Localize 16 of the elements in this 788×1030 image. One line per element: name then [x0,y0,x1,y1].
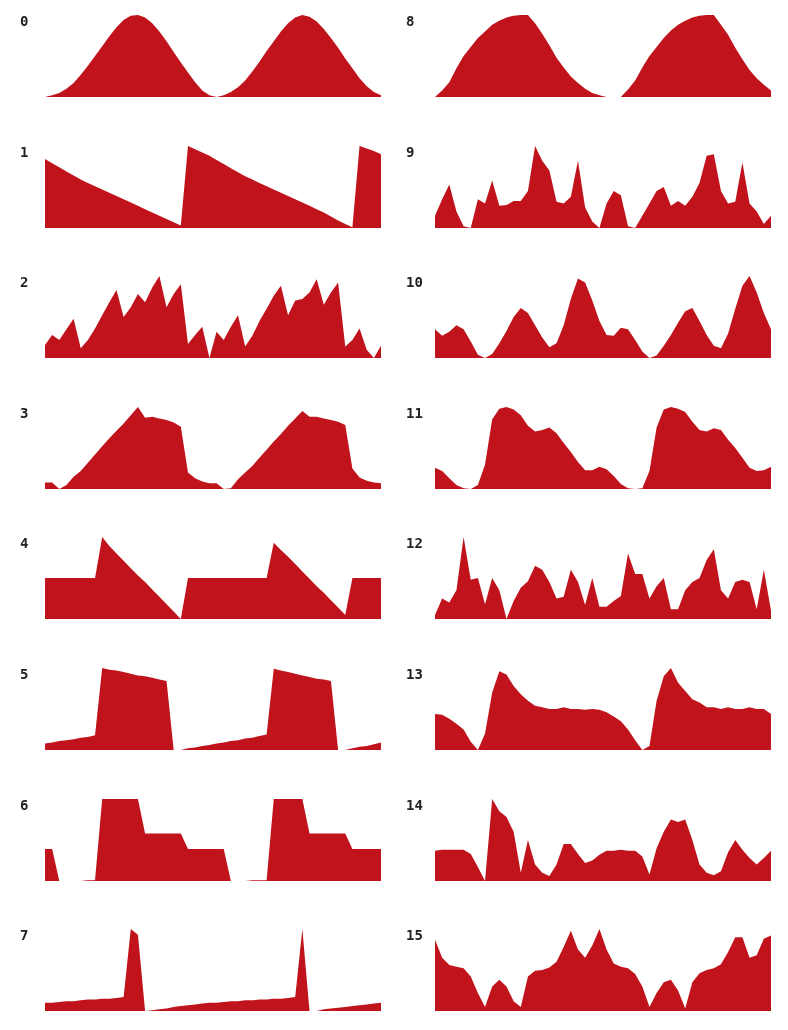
chart-title: 8 [406,13,415,29]
chart-title: 13 [406,666,423,682]
chart-title: 6 [20,796,29,813]
chart-title: 9 [406,143,415,160]
chart-title: 3 [20,404,29,421]
chart-title: 11 [406,404,423,421]
chart-title: 4 [20,535,29,552]
chart-title: 12 [406,535,423,552]
chart-title: 2 [20,274,29,291]
chart-title: 10 [406,274,423,291]
chart-title: 15 [406,927,423,944]
chart-title: 0 [20,13,29,29]
chart-title: 14 [406,796,423,813]
chart-title: 1 [20,143,29,160]
chart-title: 5 [20,666,29,682]
chart-title: 7 [20,927,29,944]
